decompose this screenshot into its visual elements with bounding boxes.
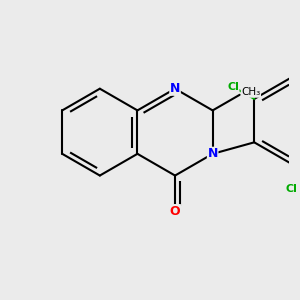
Text: N: N	[170, 82, 180, 95]
Text: N: N	[208, 147, 218, 160]
Text: Cl: Cl	[286, 184, 298, 194]
Text: Cl: Cl	[227, 82, 239, 92]
Text: CH₃: CH₃	[241, 87, 260, 97]
Text: O: O	[170, 205, 180, 218]
